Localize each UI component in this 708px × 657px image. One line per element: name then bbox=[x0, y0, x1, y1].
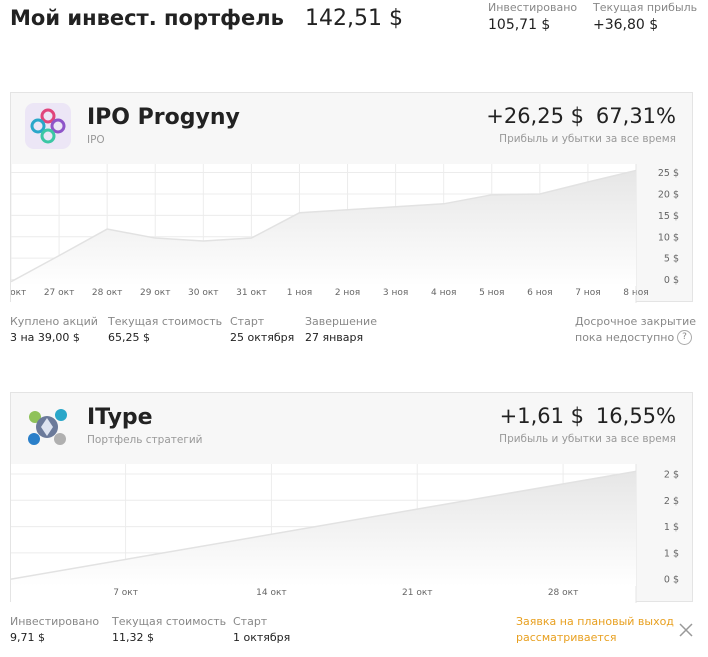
card-percent: 16,55% bbox=[595, 404, 676, 428]
x-tick-label: 5 ноя bbox=[479, 288, 504, 298]
invested: 105,71 $ bbox=[488, 17, 551, 33]
detail-value: 9,71 $ bbox=[10, 631, 45, 644]
y-tick-label: 0 $ bbox=[664, 275, 679, 286]
detail-value: 65,25 $ bbox=[108, 331, 150, 344]
x-tick-label: 3 ноя bbox=[383, 288, 408, 298]
x-tick-label: 7 ноя bbox=[575, 288, 600, 298]
close-icon[interactable] bbox=[679, 623, 693, 637]
icon bbox=[28, 409, 67, 445]
x-tick-label: 30 окт bbox=[188, 288, 219, 298]
card[interactable]: IPO Progyny IPO +26,25 $ 67,31% Прибыль … bbox=[10, 92, 693, 303]
detail-value: 3 на 39,00 $ bbox=[10, 331, 80, 344]
detail-label: Инвестировано bbox=[10, 615, 100, 628]
detail-value: 25 октября bbox=[230, 331, 295, 344]
y-tick-label: 2 $ bbox=[664, 496, 679, 507]
x-tick-label: 29 окт bbox=[140, 288, 171, 298]
x-tick-label: 6 ноя bbox=[527, 288, 552, 298]
detail-label: Текущая стоимость bbox=[112, 615, 227, 628]
help-icon[interactable]: ? bbox=[677, 330, 692, 345]
chart: 0 $ 5 $ 10 $ 15 $ 20 $ 25 $ 26 окт 27 окт 28 окт… bbox=[11, 164, 679, 303]
x-tick-label: 7 окт bbox=[113, 588, 138, 598]
x-tick-label: 2 ноя bbox=[335, 288, 360, 298]
total: 142,51 $ bbox=[305, 6, 403, 31]
detail-label: Старт bbox=[233, 615, 268, 628]
y-tick-label: 10 $ bbox=[658, 232, 679, 243]
status: Досрочное закрытие bbox=[575, 315, 696, 328]
y-tick-label: 15 $ bbox=[658, 211, 679, 222]
status: пока недоступно bbox=[575, 331, 675, 344]
invested-label: Инвестировано bbox=[488, 1, 578, 14]
y-tick-label: 1 $ bbox=[664, 522, 679, 533]
detail-label: Старт bbox=[230, 315, 265, 328]
x-tick-label: 4 ноя bbox=[431, 288, 456, 298]
detail-value: 27 января bbox=[305, 331, 364, 344]
status: рассматривается bbox=[516, 631, 617, 644]
card-percent: 67,31% bbox=[595, 104, 676, 128]
x-tick-label: 14 окт bbox=[256, 588, 287, 598]
card-profit: +26,25 $ bbox=[486, 104, 584, 128]
page-title: Мой инвест. портфель bbox=[10, 6, 284, 30]
y-tick-label: 2 $ bbox=[664, 469, 679, 480]
x-tick-label: 1 ноя bbox=[287, 288, 312, 298]
card-name: IType bbox=[87, 405, 153, 430]
detail-label: Куплено акций bbox=[10, 315, 98, 328]
x-tick-label: 28 окт bbox=[92, 288, 123, 298]
detail-label: Завершение bbox=[305, 315, 377, 328]
line bbox=[11, 470, 637, 580]
profit: +36,80 $ bbox=[593, 17, 659, 33]
area bbox=[11, 471, 636, 586]
status: Заявка на плановый выход bbox=[516, 615, 674, 628]
area bbox=[11, 170, 636, 286]
x-tick-label: 27 окт bbox=[44, 288, 75, 298]
x-tick-label: 26 окт bbox=[11, 288, 26, 298]
line bbox=[11, 169, 637, 283]
x-tick-label: 28 окт bbox=[548, 588, 579, 598]
detail-label: Текущая стоимость bbox=[108, 315, 223, 328]
card[interactable]: IType Портфель стратегий +1,61 $ 16,55% … bbox=[10, 392, 693, 603]
card-subtitle: IPO bbox=[87, 134, 105, 146]
profit-caption: Прибыль и убытки за все время bbox=[499, 433, 676, 445]
x-tick-label: 21 окт bbox=[402, 588, 433, 598]
y-tick-label: 25 $ bbox=[658, 168, 679, 179]
y-tick-label: 5 $ bbox=[664, 254, 679, 265]
profit-caption: Прибыль и убытки за все время bbox=[499, 133, 676, 145]
profit-label: Текущая прибыль bbox=[593, 1, 698, 14]
detail-value: 11,32 $ bbox=[112, 631, 154, 644]
y-tick-label: 0 $ bbox=[664, 575, 679, 586]
x-tick-label: 31 окт bbox=[236, 288, 267, 298]
card-name: IPO Progyny bbox=[87, 105, 240, 130]
icon bbox=[25, 103, 71, 149]
y-tick-label: 1 $ bbox=[664, 548, 679, 559]
y-tick-label: 20 $ bbox=[658, 189, 679, 200]
detail-value: 1 октября bbox=[233, 631, 291, 644]
card-subtitle: Портфель стратегий bbox=[87, 434, 203, 446]
card-profit: +1,61 $ bbox=[499, 404, 584, 428]
chart: 0 $ 1 $ 1 $ 2 $ 2 $ 7 окт 14 окт 21 окт 28 окт bbox=[11, 464, 679, 603]
